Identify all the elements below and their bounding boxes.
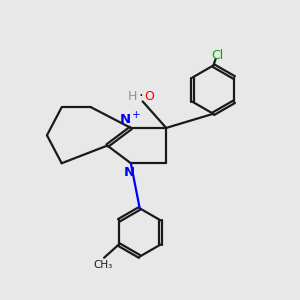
Text: N: N [124, 166, 135, 179]
Text: +: + [132, 110, 140, 120]
Text: H: H [128, 90, 137, 103]
Text: N: N [120, 113, 131, 126]
Text: ·: · [138, 88, 143, 104]
Text: CH₃: CH₃ [93, 260, 112, 270]
Text: Cl: Cl [212, 49, 224, 62]
Text: O: O [144, 90, 154, 103]
